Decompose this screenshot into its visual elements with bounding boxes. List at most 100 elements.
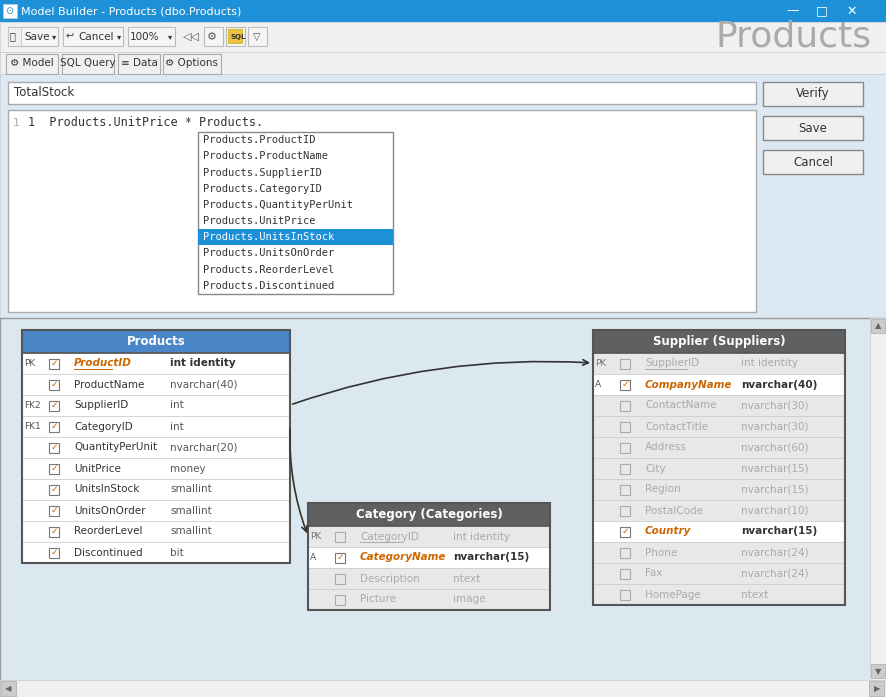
Text: 1  Products.UnitPrice * Products.: 1 Products.UnitPrice * Products. [28,116,263,130]
Text: ✓: ✓ [621,380,629,389]
Text: Save: Save [798,121,828,135]
Text: ✓: ✓ [51,506,58,515]
Text: ✓: ✓ [51,548,58,557]
Text: nvarchar(24): nvarchar(24) [741,548,809,558]
Text: Products.QuantityPerUnit: Products.QuantityPerUnit [203,200,353,210]
Text: PK: PK [310,532,322,541]
Text: Category (Categories): Category (Categories) [355,508,502,521]
Bar [593,353,845,374]
Text: ✓: ✓ [51,359,58,368]
Bar [308,503,550,526]
Text: ✓: ✓ [51,422,58,431]
Text: 1: 1 [13,118,20,128]
Text: ▼: ▼ [874,668,882,677]
Bar [620,505,630,516]
Bar [308,503,550,610]
Text: ProductID: ProductID [74,358,132,369]
Bar [22,330,290,563]
Text: Products.SupplierID: Products.SupplierID [203,167,322,178]
Text: CompanyName: CompanyName [645,379,733,390]
Text: Fax: Fax [645,569,663,579]
Text: Phone: Phone [645,548,677,558]
Text: TotalStock: TotalStock [14,86,74,100]
Bar [620,464,630,473]
Text: ◁◁: ◁◁ [183,31,200,42]
Bar [593,374,845,395]
Bar [335,574,345,583]
Bar [593,395,845,416]
Bar [763,150,863,174]
Bar [8,110,756,312]
Bar [0,318,886,697]
Bar [593,500,845,521]
Text: ▶: ▶ [874,684,881,693]
Bar [763,116,863,140]
Bar [620,358,630,369]
Bar [8,82,756,104]
Bar [22,479,290,500]
Text: Description: Description [360,574,420,583]
Bar [22,416,290,437]
Text: ReorderLevel: ReorderLevel [74,526,143,537]
Bar [22,374,290,395]
Bar [620,484,630,494]
Text: UnitsInStock: UnitsInStock [74,484,139,494]
Text: Products.CategoryID: Products.CategoryID [203,184,322,194]
Bar [1,681,16,696]
Bar [335,532,345,542]
Text: Products.UnitsInStock: Products.UnitsInStock [203,232,334,243]
Text: nvarchar(15): nvarchar(15) [741,464,809,473]
Text: SQL Query: SQL Query [60,58,116,68]
Bar [49,401,59,411]
Text: Picture: Picture [360,595,396,604]
Text: FK2: FK2 [24,401,41,410]
Bar [49,422,59,431]
Text: ntext: ntext [453,574,480,583]
Text: ContactTitle: ContactTitle [645,422,708,431]
Text: SQL: SQL [231,33,246,40]
Bar [22,395,290,416]
Bar [869,681,884,696]
Bar [8,27,21,46]
Text: UnitPrice: UnitPrice [74,464,120,473]
Bar [593,437,845,458]
Text: SupplierID: SupplierID [74,401,128,411]
Bar [593,563,845,584]
Text: ntext: ntext [741,590,768,599]
Bar [593,330,845,605]
Text: smallint: smallint [170,505,212,516]
Text: ✓: ✓ [51,485,58,494]
Text: smallint: smallint [170,484,212,494]
Text: ▾: ▾ [168,32,172,41]
Text: City: City [645,464,665,473]
Text: ContactName: ContactName [645,401,717,411]
Text: Products.UnitsOnOrder: Products.UnitsOnOrder [203,249,334,259]
Text: nvarchar(15): nvarchar(15) [741,484,809,494]
Bar [226,27,245,46]
Bar [49,484,59,494]
Text: PK: PK [595,359,606,368]
Text: Save: Save [24,31,50,42]
Bar [0,22,886,52]
Bar [308,526,550,547]
Text: nvarchar(60): nvarchar(60) [741,443,809,452]
Text: nvarchar(15): nvarchar(15) [453,553,529,562]
Text: ⚙ Model: ⚙ Model [10,58,54,68]
Text: UnitsOnOrder: UnitsOnOrder [74,505,145,516]
Bar [620,569,630,579]
Bar [62,54,114,74]
Text: int identity: int identity [741,358,798,369]
Bar [0,52,886,74]
Text: ≡ Data: ≡ Data [120,58,158,68]
Bar [870,318,886,680]
Bar [593,479,845,500]
Bar [308,547,550,568]
Text: ⚙ Options: ⚙ Options [166,58,219,68]
Bar [6,54,58,74]
Bar [22,542,290,563]
Text: nvarchar(40): nvarchar(40) [170,379,237,390]
Bar [593,521,845,542]
Bar [620,401,630,411]
Text: Products: Products [127,335,185,348]
Bar [620,379,630,390]
